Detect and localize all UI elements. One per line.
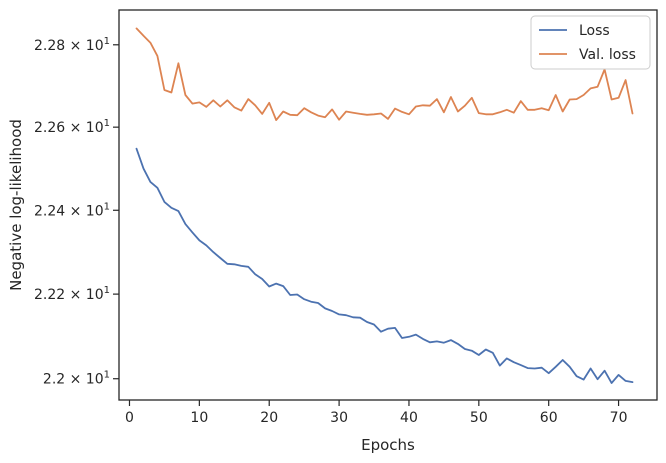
legend-label-loss: Loss xyxy=(579,23,610,39)
x-tick-label: 20 xyxy=(260,410,278,426)
plot-frame xyxy=(118,9,658,401)
y-tick-label: 2.28 × 101 xyxy=(34,36,110,54)
x-tick-label: 50 xyxy=(470,410,488,426)
ticks: 0 10 20 30 40 50 60 70 2.2 × 101 2.22 × 101 2.24 ×… xyxy=(34,36,627,426)
x-tick-label: 0 xyxy=(125,410,134,426)
legend-label-val-loss: Val. loss xyxy=(579,47,636,63)
x-tick-label: 30 xyxy=(330,410,348,426)
x-tick-label: 70 xyxy=(610,410,628,426)
y-axis-label: Negative log-likelihood xyxy=(7,119,25,291)
x-tick-label: 60 xyxy=(540,410,558,426)
series-lines xyxy=(135,27,634,384)
legend: Loss Val. loss xyxy=(530,15,651,70)
x-axis-label: Epochs xyxy=(361,436,415,454)
series-line-val-loss xyxy=(135,27,634,121)
x-tick-label: 40 xyxy=(400,410,418,426)
y-tick-label: 2.22 × 101 xyxy=(34,285,110,303)
series-line-loss xyxy=(135,147,634,384)
x-tick-label: 10 xyxy=(190,410,208,426)
y-tick-label: 2.26 × 101 xyxy=(34,118,110,136)
y-tick-label: 2.2 × 101 xyxy=(43,370,110,388)
y-tick-label: 2.24 × 101 xyxy=(34,201,110,219)
